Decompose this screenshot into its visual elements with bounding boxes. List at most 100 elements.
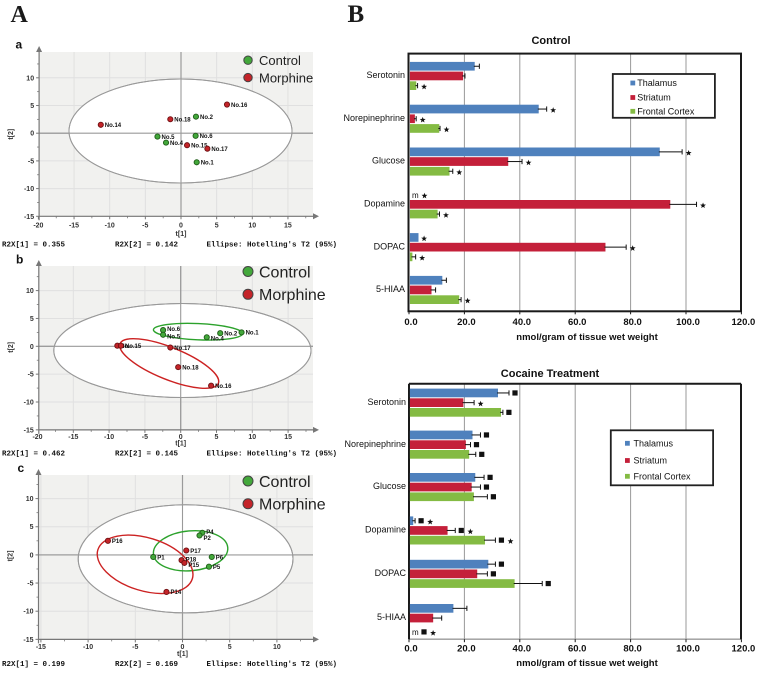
- svg-text:No.17: No.17: [211, 147, 228, 153]
- svg-text:20.0: 20.0: [457, 317, 476, 328]
- svg-text:No.18: No.18: [182, 365, 199, 371]
- svg-text:Frontal Cortex: Frontal Cortex: [634, 472, 692, 482]
- svg-text:60.0: 60.0: [568, 644, 587, 655]
- svg-text:Thalamus: Thalamus: [637, 78, 677, 88]
- svg-text:100.0: 100.0: [676, 317, 700, 328]
- svg-text:-15: -15: [24, 214, 34, 221]
- svg-text:DOPAC: DOPAC: [374, 241, 406, 251]
- svg-text:-5: -5: [142, 434, 148, 441]
- svg-text:0.0: 0.0: [404, 644, 417, 655]
- svg-text:80.0: 80.0: [623, 317, 642, 328]
- svg-text:Ellipse: Hotelling's T2 (95%): Ellipse: Hotelling's T2 (95%): [206, 661, 337, 669]
- svg-text:nmol/gram of tissue wet weight: nmol/gram of tissue wet weight: [516, 658, 658, 669]
- svg-text:-15: -15: [36, 644, 46, 651]
- svg-text:No.16: No.16: [231, 103, 248, 109]
- svg-text:-5: -5: [132, 644, 138, 651]
- svg-text:-15: -15: [23, 637, 33, 644]
- svg-text:No.15: No.15: [125, 344, 142, 350]
- svg-text:No.1: No.1: [246, 331, 260, 337]
- svg-text:Serotonin: Serotonin: [366, 70, 405, 80]
- svg-text:5: 5: [228, 644, 232, 651]
- svg-text:No.17: No.17: [174, 346, 191, 352]
- svg-text:No.2: No.2: [200, 115, 214, 121]
- svg-text:No.18: No.18: [174, 118, 191, 124]
- svg-text:Striatum: Striatum: [637, 93, 671, 103]
- svg-text:A: A: [11, 2, 29, 28]
- svg-text:40.0: 40.0: [513, 317, 532, 328]
- svg-text:a: a: [16, 38, 23, 52]
- svg-text:5: 5: [30, 316, 34, 323]
- svg-text:60.0: 60.0: [568, 317, 587, 328]
- svg-text:Morphine: Morphine: [259, 287, 326, 304]
- svg-text:R2X[1] = 0.199: R2X[1] = 0.199: [2, 661, 66, 669]
- svg-text:-15: -15: [24, 427, 34, 434]
- svg-text:Thalamus: Thalamus: [634, 439, 674, 449]
- svg-text:10: 10: [248, 223, 256, 230]
- svg-text:5: 5: [215, 223, 219, 230]
- svg-text:10: 10: [26, 288, 34, 295]
- svg-text:Control: Control: [531, 35, 570, 47]
- svg-text:t[2]: t[2]: [8, 129, 15, 140]
- svg-text:No.5: No.5: [162, 135, 176, 141]
- svg-text:0: 0: [30, 552, 34, 559]
- svg-text:B: B: [348, 1, 365, 28]
- svg-text:15: 15: [284, 223, 292, 230]
- svg-text:m: m: [412, 191, 419, 200]
- svg-text:t[2]: t[2]: [8, 550, 15, 561]
- svg-text:No.16: No.16: [215, 384, 232, 390]
- svg-text:5-HIAA: 5-HIAA: [377, 612, 406, 622]
- svg-text:-10: -10: [105, 223, 115, 230]
- svg-text:Glucose: Glucose: [373, 481, 406, 491]
- svg-text:No.15: No.15: [191, 144, 208, 150]
- svg-text:-5: -5: [28, 158, 34, 165]
- svg-text:-20: -20: [32, 434, 42, 441]
- svg-text:0: 0: [181, 644, 185, 651]
- svg-text:t[1]: t[1]: [175, 441, 186, 448]
- svg-text:R2X[2] = 0.142: R2X[2] = 0.142: [115, 242, 179, 250]
- svg-text:Norepinephrine: Norepinephrine: [343, 113, 405, 123]
- svg-text:No.6: No.6: [200, 134, 214, 140]
- svg-text:-10: -10: [104, 434, 114, 441]
- svg-text:120.0: 120.0: [732, 317, 756, 328]
- svg-text:Morphine: Morphine: [259, 70, 313, 85]
- svg-text:Frontal Cortex: Frontal Cortex: [637, 107, 695, 117]
- svg-text:P17: P17: [190, 549, 201, 555]
- svg-text:c: c: [18, 461, 25, 475]
- svg-text:-15: -15: [68, 434, 78, 441]
- svg-text:No.4: No.4: [211, 337, 225, 343]
- svg-text:t[2]: t[2]: [8, 342, 15, 353]
- svg-text:-10: -10: [23, 609, 33, 616]
- svg-text:Morphine: Morphine: [259, 497, 326, 514]
- svg-text:0: 0: [179, 223, 183, 230]
- svg-text:m: m: [412, 628, 419, 637]
- svg-text:No.2: No.2: [224, 332, 238, 338]
- svg-text:P5: P5: [213, 565, 221, 571]
- svg-text:10: 10: [273, 644, 281, 651]
- svg-text:40.0: 40.0: [513, 644, 532, 655]
- svg-text:Control: Control: [259, 264, 311, 281]
- svg-text:DOPAC: DOPAC: [375, 568, 407, 578]
- svg-text:0: 0: [30, 131, 34, 138]
- svg-text:t[1]: t[1]: [177, 651, 188, 658]
- svg-text:15: 15: [284, 434, 292, 441]
- svg-text:P16: P16: [112, 539, 123, 545]
- svg-text:-10: -10: [83, 644, 93, 651]
- svg-text:P6: P6: [216, 555, 224, 561]
- svg-text:Control: Control: [259, 53, 301, 68]
- svg-text:0.0: 0.0: [404, 317, 417, 328]
- svg-text:Glucose: Glucose: [372, 156, 405, 166]
- svg-text:Dopamine: Dopamine: [364, 199, 405, 209]
- svg-text:No.6: No.6: [167, 327, 181, 333]
- svg-text:-5: -5: [28, 372, 34, 379]
- svg-text:P18: P18: [186, 558, 197, 564]
- svg-text:No.: No.: [120, 344, 130, 350]
- svg-text:Cocaine Treatment: Cocaine Treatment: [501, 368, 600, 380]
- svg-text:5: 5: [30, 103, 34, 110]
- svg-text:10: 10: [26, 75, 34, 82]
- svg-text:120.0: 120.0: [732, 644, 756, 655]
- svg-text:P4: P4: [206, 530, 214, 536]
- svg-text:No.5: No.5: [167, 335, 181, 341]
- svg-text:R2X[2] = 0.169: R2X[2] = 0.169: [115, 661, 179, 669]
- svg-text:5: 5: [215, 434, 219, 441]
- svg-text:Dopamine: Dopamine: [365, 525, 406, 535]
